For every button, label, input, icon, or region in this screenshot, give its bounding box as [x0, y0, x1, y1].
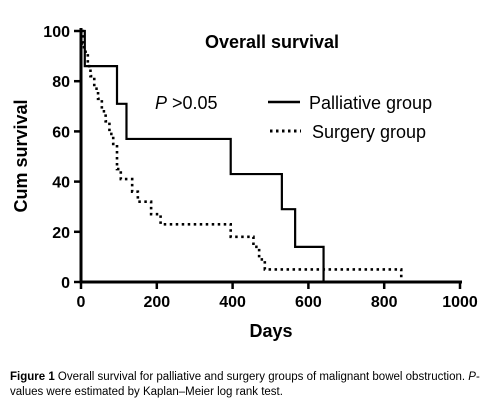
x-tick-label: 1000: [442, 294, 478, 311]
figure-label: Figure 1: [10, 371, 55, 383]
x-tick-label: 200: [143, 294, 170, 311]
caption-text-1: Overall survival for palliative and surg…: [54, 371, 469, 383]
y-tick-label: 40: [52, 175, 70, 192]
p-threshold: >0.05: [167, 93, 218, 113]
legend: Palliative group Surgery group: [268, 93, 432, 142]
p-symbol: P: [155, 93, 167, 113]
caption-text-2: -values were estimated by Kaplan–Meier l…: [10, 371, 480, 398]
x-tick-label: 400: [219, 294, 246, 311]
caption-p-italic: P: [468, 371, 476, 383]
series-line-palliative: [81, 29, 325, 282]
figure-caption: Figure 1 Overall survival for palliative…: [10, 370, 488, 400]
x-axis-label: Days: [249, 321, 292, 341]
p-value-annotation: P >0.05: [155, 93, 218, 113]
y-tick-label: 80: [52, 74, 70, 91]
series-line-surgery: [81, 29, 403, 282]
series-lines: [81, 29, 403, 282]
survival-chart: 0 20 40 60 80 100 0 200 400 600 800 1000 Overall s…: [11, 24, 478, 341]
legend-label-surgery: Surgery group: [312, 122, 426, 142]
legend-label-palliative: Palliative group: [309, 93, 432, 113]
x-tick-label: 800: [371, 294, 398, 311]
y-tick-label: 100: [43, 24, 70, 41]
y-tick-label: 60: [52, 124, 70, 141]
y-tick-label: 20: [52, 225, 70, 242]
y-tick-label: 0: [61, 275, 70, 292]
x-ticks: 0 200 400 600 800 1000: [77, 282, 478, 311]
x-tick-label: 0: [77, 294, 86, 311]
x-tick-label: 600: [295, 294, 322, 311]
chart-title: Overall survival: [205, 32, 339, 52]
y-ticks: 0 20 40 60 80 100: [43, 24, 81, 292]
y-axis-label: Cum survival: [11, 99, 31, 212]
